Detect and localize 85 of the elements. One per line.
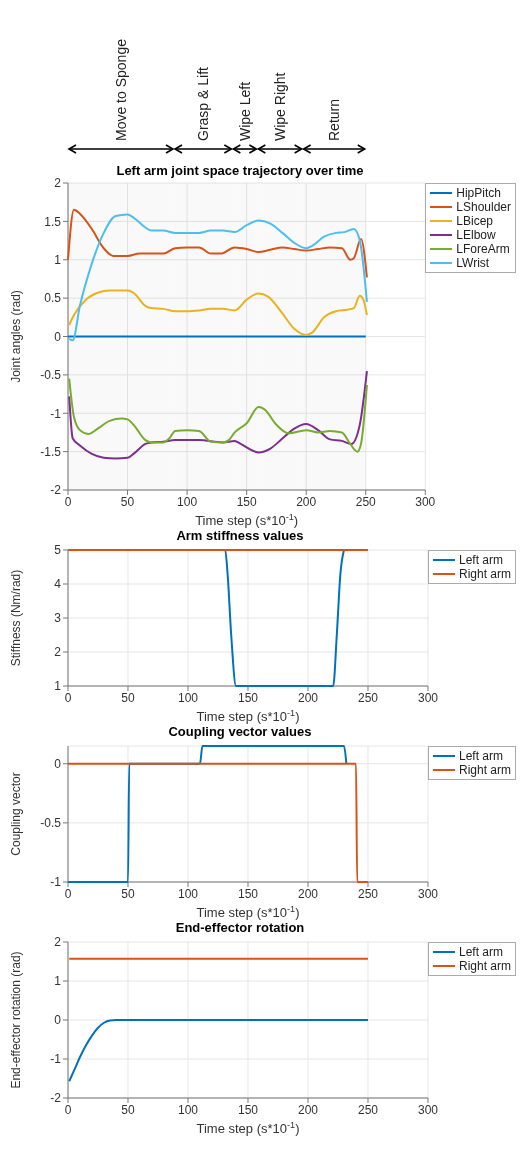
y-tick-label: 1 <box>54 253 62 268</box>
x-tick-label: 300 <box>417 690 439 705</box>
line-series <box>67 208 368 279</box>
y-tick-label: 3 <box>54 611 62 626</box>
y-axis-title: Stiffness (Nm/rad) <box>9 569 23 667</box>
x-tick-label: 50 <box>121 1102 135 1117</box>
x-tick-label: 250 <box>357 886 379 901</box>
band-label: Return <box>326 98 343 141</box>
chart-title: End-effector rotation <box>174 920 306 936</box>
y-tick-label: 0.5 <box>44 291 62 306</box>
x-tick-label: 250 <box>355 494 377 509</box>
x-tick-label: 150 <box>236 494 257 509</box>
x-tick-label: 50 <box>121 886 135 901</box>
y-tick-label: 1.5 <box>44 214 62 229</box>
x-tick-label: 150 <box>237 690 259 705</box>
chart-title: Arm stiffness values <box>175 528 305 544</box>
y-tick-label: 1 <box>54 974 62 989</box>
x-tick-label: 50 <box>120 494 135 509</box>
x-tick-label: 300 <box>415 494 436 509</box>
x-tick-label: 0 <box>64 690 72 705</box>
x-axis-title: Time step (s*10$^{-1}$) <box>196 708 300 724</box>
y-tick-label: 0 <box>54 757 62 771</box>
chart-title: Left arm joint space trajectory over time <box>116 163 364 178</box>
x-tick-label: 0 <box>64 494 72 509</box>
x-tick-label: 100 <box>177 886 199 901</box>
y-tick-label: 4 <box>54 577 62 592</box>
y-tick-label: -1 <box>50 1052 62 1067</box>
line-series <box>68 213 368 342</box>
x-tick-label: 100 <box>177 1102 199 1117</box>
x-axis-title: Time step (s*10$^{-1}$) <box>195 512 299 528</box>
x-tick-label: 100 <box>177 494 198 509</box>
legend-label: Right arm <box>458 763 511 777</box>
line-series <box>68 377 368 453</box>
x-axis-title: Time step (s*10$^{-1}$) <box>196 904 300 920</box>
y-tick-label: 5 <box>54 543 62 558</box>
y-axis-title: Coupling vector <box>9 772 23 856</box>
legend-label: LBicep <box>456 214 493 228</box>
x-tick-label: 200 <box>297 690 319 705</box>
x-tick-label: 0 <box>64 1102 72 1117</box>
y-axis-title: End-effector rotation (rad) <box>9 951 23 1089</box>
y-tick-label: -0.5 <box>40 816 62 831</box>
x-tick-label: 300 <box>417 1102 439 1117</box>
chart-title: Coupling vector values <box>167 724 313 740</box>
x-tick-label: 50 <box>121 690 135 705</box>
line-series <box>68 1019 369 1083</box>
x-tick-label: 200 <box>297 886 319 901</box>
band-label: Move to Sponge <box>113 38 129 141</box>
x-tick-label: 200 <box>296 494 317 509</box>
legend-label: LForeArm <box>456 242 510 256</box>
x-tick-label: 300 <box>417 886 439 901</box>
y-tick-label: -1 <box>50 875 62 890</box>
band-label: Wipe Right <box>271 72 288 141</box>
band-label: Wipe Left <box>236 81 253 141</box>
x-tick-label: 250 <box>357 690 379 705</box>
x-tick-label: 150 <box>237 1102 259 1117</box>
band-label: Grasp & Lift <box>195 66 212 141</box>
legend-label: Left arm <box>458 945 503 959</box>
legend-label: Right arm <box>458 567 511 581</box>
x-axis-title: Time step (s*10$^{-1}$) <box>196 1120 300 1136</box>
x-tick-label: 100 <box>177 690 199 705</box>
x-tick-label: 200 <box>297 1102 319 1117</box>
legend-label: HipPitch <box>456 186 501 200</box>
x-tick-label: 150 <box>237 886 259 901</box>
y-tick-label: 0 <box>54 1013 62 1028</box>
legend-label: LShoulder <box>456 200 511 214</box>
y-tick-label: -0.5 <box>40 368 62 383</box>
x-tick-label: 0 <box>64 886 72 901</box>
legend-label: LWrist <box>456 256 490 270</box>
y-tick-label: -2 <box>50 483 62 498</box>
y-tick-label: 2 <box>54 176 62 191</box>
y-tick-label: -2 <box>50 1091 62 1106</box>
legend-label: Right arm <box>458 959 511 973</box>
y-tick-label: -1.5 <box>40 444 62 459</box>
y-tick-label: 2 <box>54 935 62 950</box>
y-axis-title: Joint angles (rad) <box>9 290 23 383</box>
y-tick-label: -1 <box>50 406 62 421</box>
line-series <box>68 289 368 336</box>
y-tick-label: 2 <box>54 645 62 660</box>
line-series <box>68 370 368 460</box>
y-tick-label: 1 <box>54 679 62 694</box>
x-tick-label: 250 <box>357 1102 379 1117</box>
legend-label: Left arm <box>458 553 503 567</box>
y-tick-label: 0 <box>54 329 62 344</box>
legend-label: LElbow <box>456 228 496 242</box>
legend-label: Left arm <box>458 749 503 763</box>
